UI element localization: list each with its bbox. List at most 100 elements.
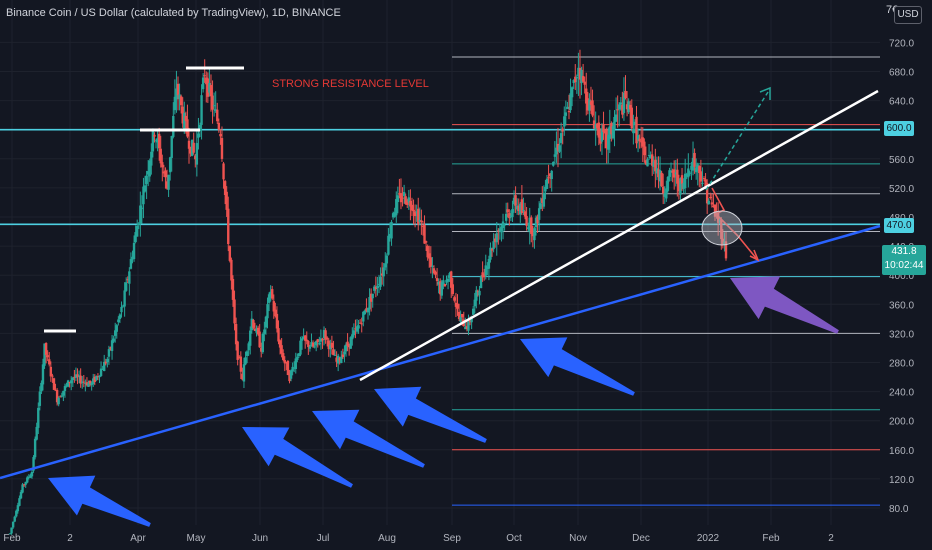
candle-body bbox=[685, 174, 688, 177]
candle-body bbox=[212, 105, 216, 107]
candle-body bbox=[709, 196, 712, 198]
candle-body bbox=[649, 154, 652, 159]
candle-body bbox=[724, 241, 728, 259]
candle-body bbox=[302, 336, 305, 339]
candle-body bbox=[316, 339, 319, 343]
candle-body bbox=[589, 101, 593, 105]
candle-body bbox=[296, 356, 299, 360]
candle-body bbox=[552, 161, 555, 166]
candle-body bbox=[128, 271, 131, 284]
candle-body bbox=[528, 217, 531, 231]
x-tick-label: Sep bbox=[443, 533, 461, 544]
candle-body bbox=[682, 182, 685, 189]
candle-body bbox=[148, 160, 151, 177]
candle-body bbox=[266, 304, 269, 319]
x-tick-label: Aug bbox=[378, 533, 396, 544]
candle-body bbox=[305, 339, 308, 342]
candle-body bbox=[252, 320, 255, 328]
price-badge-600: 600.0 bbox=[884, 121, 914, 136]
candle-body bbox=[310, 342, 313, 347]
candle-body bbox=[156, 138, 159, 143]
candle-body bbox=[680, 175, 684, 184]
candle-body bbox=[368, 297, 371, 310]
candle-body bbox=[454, 302, 458, 307]
candle-body bbox=[624, 90, 627, 98]
candle-body bbox=[201, 77, 205, 90]
candle-body bbox=[493, 238, 497, 242]
candle-body bbox=[660, 172, 663, 187]
candle-body bbox=[157, 133, 161, 149]
candle-body bbox=[511, 209, 514, 218]
y-tick-label: 680.0 bbox=[889, 68, 914, 79]
candle-body bbox=[99, 368, 103, 376]
candle-body bbox=[399, 193, 403, 203]
price-axis: 720.0680.0640.0600.0560.0520.0480.0440.0… bbox=[889, 38, 914, 515]
candle-body bbox=[442, 280, 445, 285]
candle-body bbox=[115, 325, 118, 332]
candle-body bbox=[344, 344, 348, 352]
candle-body bbox=[255, 328, 258, 333]
candle-body bbox=[29, 475, 32, 478]
candle-body bbox=[176, 83, 180, 96]
candle-body bbox=[231, 278, 235, 300]
candle-body bbox=[688, 172, 692, 174]
candle-body bbox=[222, 163, 225, 180]
candle-body bbox=[668, 170, 671, 177]
candle-body bbox=[470, 316, 473, 323]
candle-body bbox=[382, 267, 385, 277]
candle-body bbox=[553, 154, 557, 157]
candle-body bbox=[570, 87, 574, 98]
candle-body bbox=[299, 340, 302, 355]
candle-body bbox=[30, 471, 34, 477]
candle-body bbox=[687, 168, 690, 178]
candle-body bbox=[520, 199, 524, 213]
candle-body bbox=[566, 106, 569, 110]
y-tick-label: 280.0 bbox=[889, 359, 914, 370]
candle-body bbox=[70, 380, 73, 384]
candle-body bbox=[369, 293, 373, 302]
candle-body bbox=[672, 169, 676, 178]
candle-body bbox=[428, 253, 431, 259]
blue-arrow bbox=[374, 386, 487, 443]
price-badge-470: 470.0 bbox=[884, 218, 914, 233]
candle-body bbox=[537, 208, 541, 220]
candle-body bbox=[22, 484, 26, 486]
candle-body bbox=[583, 81, 586, 85]
candle-body bbox=[96, 376, 100, 378]
candle-body bbox=[161, 162, 164, 168]
candle-body bbox=[81, 381, 84, 383]
candle-body bbox=[490, 249, 494, 251]
candle-body bbox=[106, 358, 109, 363]
currency-button[interactable]: USD bbox=[894, 6, 922, 24]
candle-body bbox=[151, 129, 155, 152]
candle-body bbox=[406, 200, 409, 205]
candle-body bbox=[412, 209, 415, 212]
candle-body bbox=[351, 334, 354, 340]
candle-body bbox=[277, 328, 280, 342]
candle-body bbox=[66, 380, 70, 387]
candle-body bbox=[154, 140, 158, 142]
candle-body bbox=[410, 204, 414, 211]
candle-body bbox=[424, 241, 428, 243]
candle-body bbox=[186, 119, 189, 137]
candle-body bbox=[142, 186, 145, 205]
candle-body bbox=[572, 80, 575, 84]
candle-body bbox=[303, 335, 307, 341]
y-tick-label: 320.0 bbox=[889, 329, 914, 340]
candle-body bbox=[109, 347, 112, 349]
candle-body bbox=[153, 134, 156, 137]
candle-body bbox=[487, 258, 491, 269]
candle-body bbox=[234, 324, 238, 345]
candle-body bbox=[140, 207, 144, 209]
candle-body bbox=[197, 133, 200, 138]
candle-body bbox=[723, 241, 726, 246]
candle-body bbox=[718, 220, 721, 222]
candle-body bbox=[500, 226, 503, 233]
candle-body bbox=[239, 356, 243, 372]
candle-body bbox=[280, 345, 283, 354]
candle-body bbox=[517, 205, 520, 212]
candle-body bbox=[121, 305, 125, 307]
candle-body bbox=[289, 370, 293, 379]
candle-body bbox=[439, 281, 442, 295]
